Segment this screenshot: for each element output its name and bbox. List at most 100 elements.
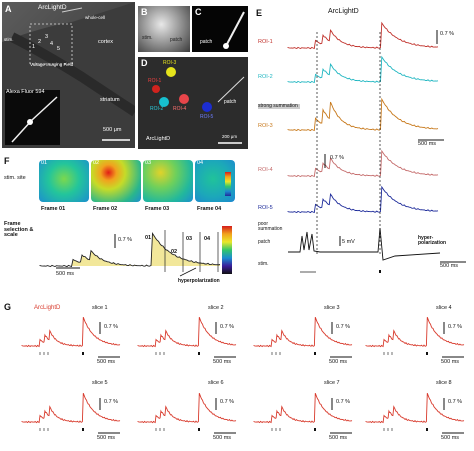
panel-e-label-roi2: ROI-2 <box>258 74 273 80</box>
panel-d-scale: 200 μm <box>222 134 238 139</box>
panel-d-image <box>138 57 248 149</box>
panel-e-scale-ms: 500 ms <box>418 141 437 147</box>
panel-f-frame-num-03: 03 <box>145 160 152 166</box>
panel-e-scale-pct2: 0.7 % <box>330 155 345 161</box>
panel-c-image <box>192 6 248 52</box>
panel-c-letter: C <box>195 7 202 17</box>
panel-g-scale-pct-2: 0.7 % <box>220 324 235 330</box>
panel-g-scale-ms-8: 500 ms <box>441 435 460 441</box>
panel-f-frame-02 <box>91 160 141 202</box>
panel-d-roi-2: ROI-2 <box>150 106 164 112</box>
panel-g-slice-1: slice 1 <box>92 305 108 311</box>
panel-f-scale-ms: 500 ms <box>56 271 75 277</box>
panel-a-label-cortex: cortex <box>98 39 113 45</box>
g-trace-slice-5 <box>21 393 121 424</box>
panel-e-stim: stim. <box>258 261 269 267</box>
g-stim-ticks-2 <box>155 352 165 355</box>
panel-e-scale-pct: 0.7 % <box>440 31 455 37</box>
panel-e-label-roi5: ROI-5 <box>258 205 273 211</box>
panel-f-marker-02: 02 <box>171 249 178 255</box>
g-trace-slice-3 <box>253 317 353 348</box>
panel-a-label-alexa: Alexa Fluor 594 <box>6 89 45 95</box>
panel-g-scale-ms-2: 500 ms <box>213 359 232 365</box>
f-trace-fill <box>40 233 220 267</box>
g-stim-ticks-8 <box>383 428 393 431</box>
panel-f-colorbar <box>225 172 231 196</box>
panel-g-slice-5: slice 5 <box>92 380 108 386</box>
panel-b-image <box>138 6 190 52</box>
trace-roi-1 <box>287 21 439 50</box>
panel-d-roi-4: ROI-4 <box>173 106 187 112</box>
panel-g-scale-ms-6: 500 ms <box>213 435 232 441</box>
panel-g-slice-4: slice 4 <box>436 305 452 311</box>
panel-f-frame-label-03: Frame 03 <box>145 206 170 212</box>
panel-d-roi-5: ROI-5 <box>200 114 214 120</box>
panel-f-letter: F <box>4 156 10 166</box>
trace-roi-2 <box>287 55 439 84</box>
panel-a-overlay <box>2 2 135 148</box>
panel-e-strong: strong summation <box>258 104 300 109</box>
g-stim-ticks-4 <box>383 352 393 355</box>
panel-a-roi-4: 4 <box>50 41 54 47</box>
f-frame-dividers <box>164 230 219 272</box>
panel-d-title: ArcLightD <box>146 136 171 142</box>
panel-f-frame-03 <box>143 160 193 202</box>
panel-a-letter: A <box>5 4 12 14</box>
panel-g-scale-pct-3: 0.7 % <box>336 324 351 330</box>
panel-g-slice-8: slice 8 <box>436 380 452 386</box>
panel-e-poor: poor summation <box>258 221 283 232</box>
g-trace-slice-4 <box>365 317 465 348</box>
trace-roi-5 <box>287 185 439 214</box>
panel-a-roi-3: 3 <box>45 34 49 40</box>
g-stim-mark-7 <box>314 428 316 431</box>
panel-a-label-striatum: striatum <box>100 97 120 103</box>
panel-a-scale: 500 μm <box>103 127 122 133</box>
panel-d-letter: D <box>141 58 148 68</box>
panel-e-patch: patch <box>258 239 271 245</box>
f-hyper-pointer <box>179 267 197 277</box>
panel-e-label-roi3: ROI-3 <box>258 123 273 129</box>
trace-roi-3 <box>287 97 439 132</box>
g-stim-mark-8 <box>426 428 428 431</box>
panel-g-scale-pct-5: 0.7 % <box>104 399 119 405</box>
panel-g-scale-ms-1: 500 ms <box>97 359 116 365</box>
g-stim-ticks-7 <box>271 428 281 431</box>
panel-e-label-roi1: ROI-1 <box>258 39 273 45</box>
panel-g-letter: G <box>4 302 12 312</box>
g-stim-mark-6 <box>198 428 200 431</box>
g-stim-ticks-5 <box>39 428 49 431</box>
panel-f-marker-03: 03 <box>186 236 193 242</box>
panel-a-label-stim: stim. <box>4 37 14 42</box>
panel-g-scale-pct-7: 0.7 % <box>336 399 351 405</box>
panel-a-label-whole-cell: whole-cell <box>85 15 106 20</box>
panel-e-mv: 5 mV <box>342 239 355 245</box>
stim-mark <box>379 270 381 273</box>
panel-f-marker-04: 04 <box>204 236 211 242</box>
g-trace-slice-7 <box>253 393 353 424</box>
panel-g-scale-pct-6: 0.7 % <box>220 399 235 405</box>
panel-g-slice-3: slice 3 <box>324 305 340 311</box>
panel-g-slice-7: slice 7 <box>324 380 340 386</box>
panel-a-title: ArcLightD <box>38 4 67 11</box>
panel-g-scale-ms-3: 500 ms <box>329 359 348 365</box>
panel-c-patch: patch <box>200 39 213 45</box>
panel-b-stim: stim. <box>142 35 153 41</box>
panel-b-letter: B <box>141 7 148 17</box>
panel-g-scale-pct-8: 0.7 % <box>448 399 463 405</box>
panel-e-scale-ms2: 500 ms <box>440 263 459 269</box>
g-stim-mark-2 <box>198 352 200 355</box>
panel-d-roi-3: ROI-3 <box>163 60 177 66</box>
g-trace-slice-8 <box>365 393 465 424</box>
panel-a-roi-2: 2 <box>38 39 42 45</box>
panel-f-frame-01 <box>39 160 89 202</box>
panel-g-slice-6: slice 6 <box>208 380 224 386</box>
panel-e-letter: E <box>256 8 263 18</box>
panel-e-label-roi4: ROI-4 <box>258 167 273 173</box>
panel-d-roi-1: ROI-1 <box>148 78 162 84</box>
panel-f-marker-01: 01 <box>145 235 152 241</box>
panel-a-roi-5: 5 <box>57 46 61 52</box>
panel-g-slice-2: slice 2 <box>208 305 224 311</box>
